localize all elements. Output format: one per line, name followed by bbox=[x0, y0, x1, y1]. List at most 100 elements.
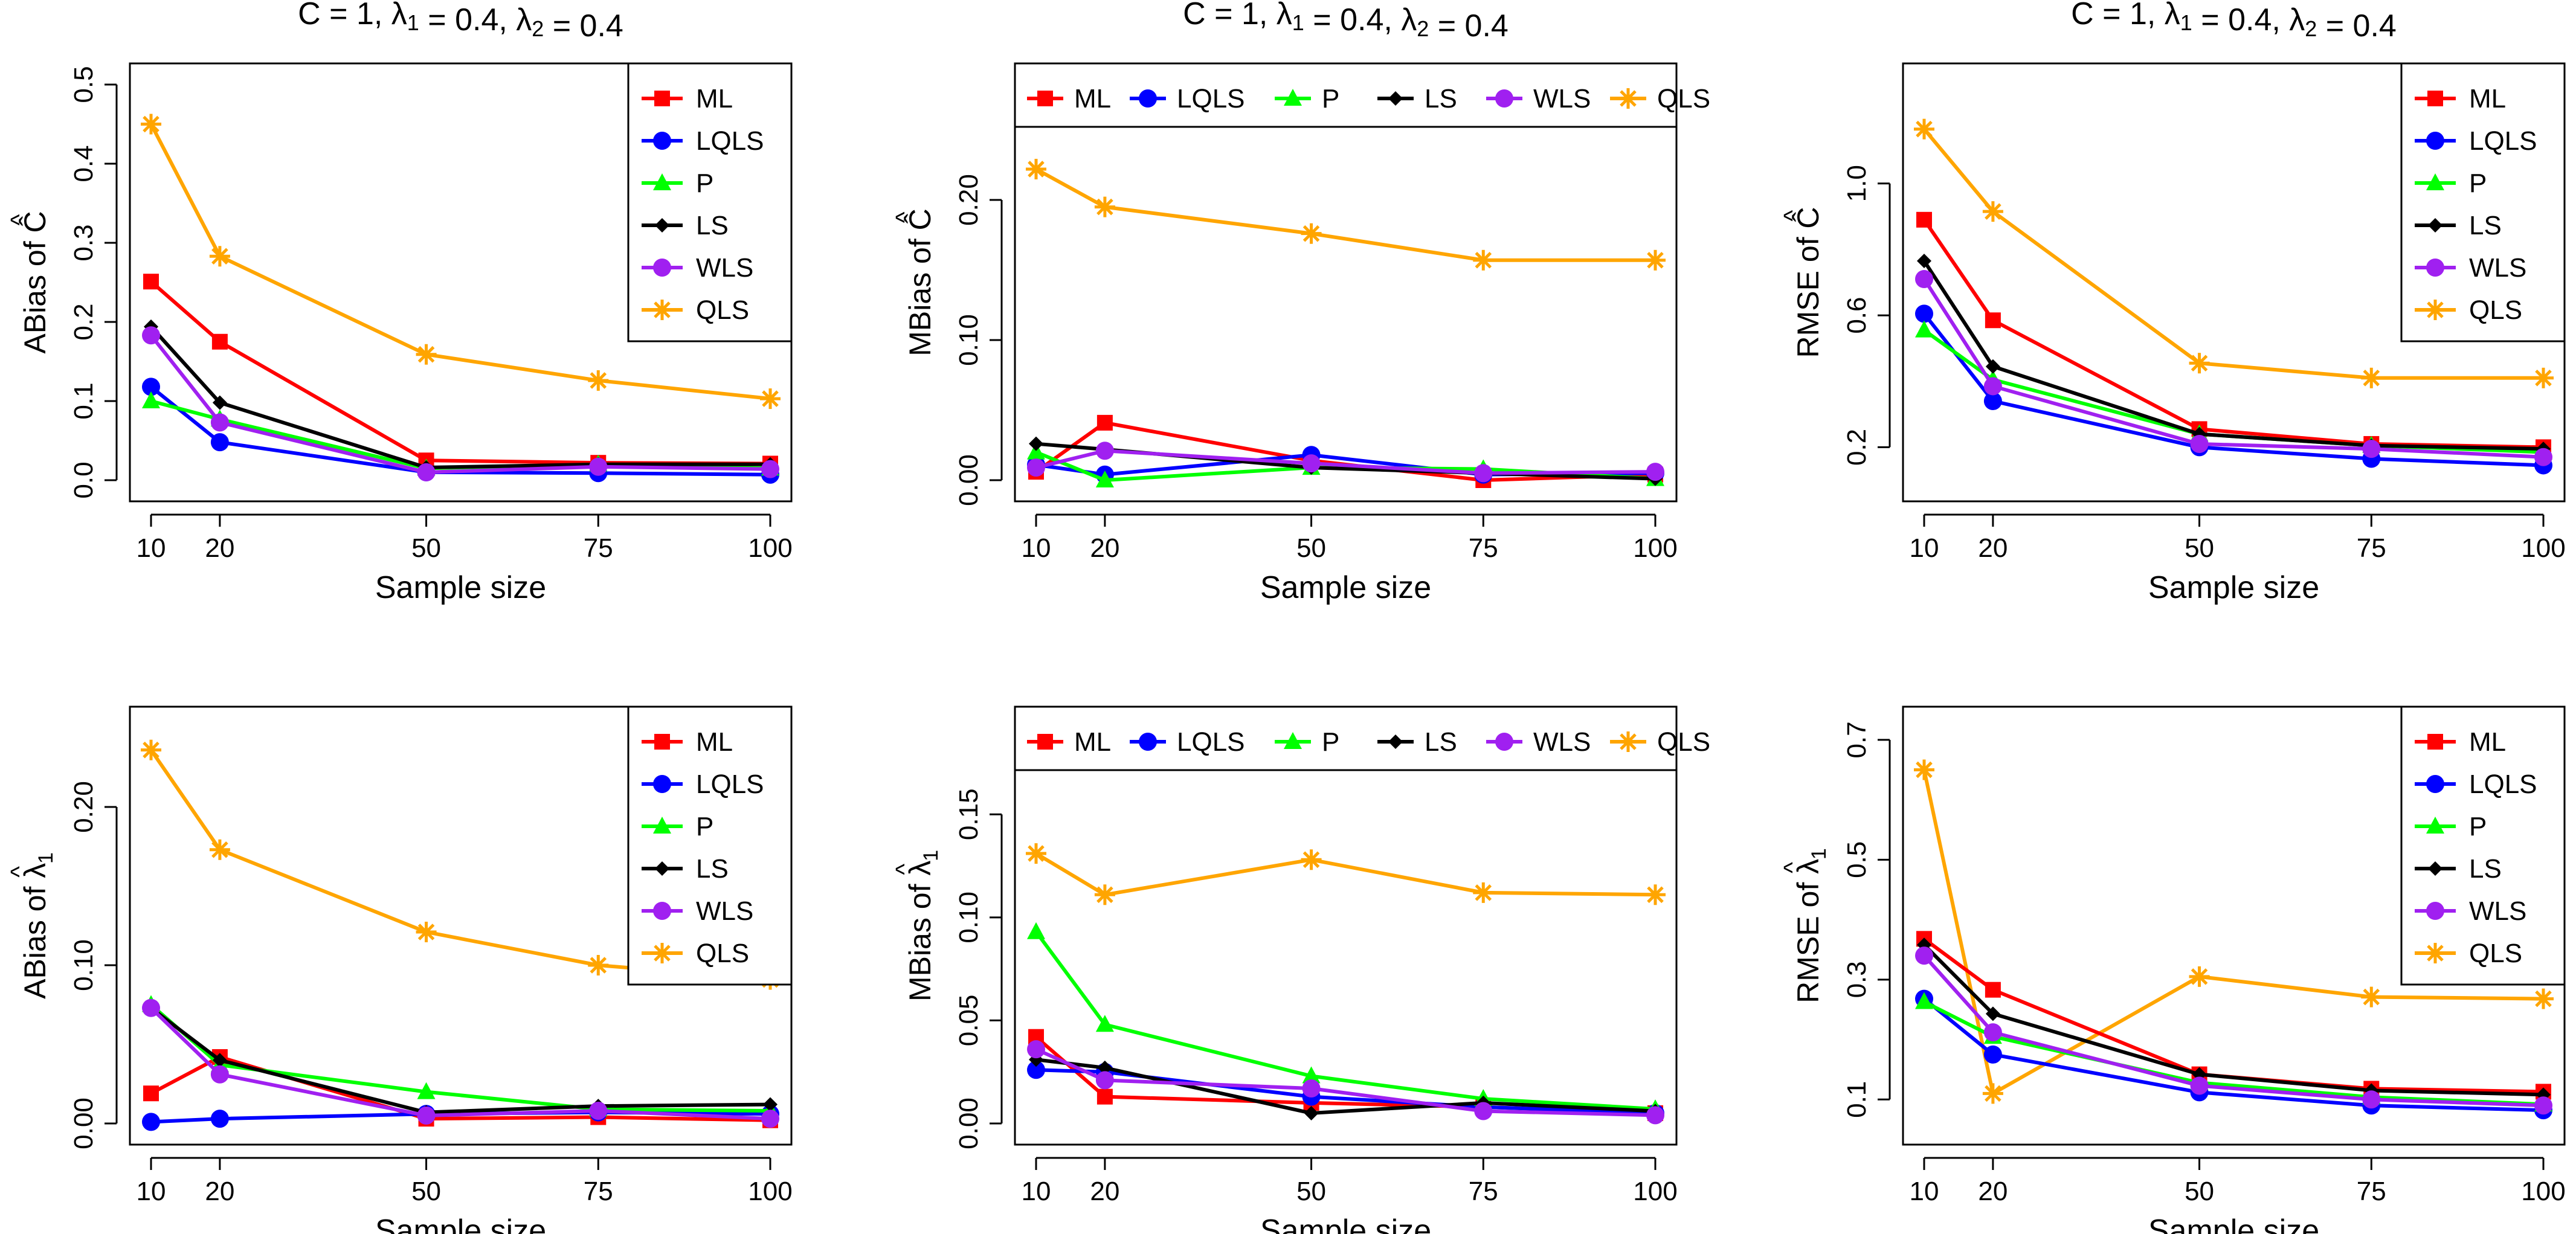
y-tick-label: 0.1 bbox=[69, 382, 98, 419]
legend-marker-wls bbox=[1495, 89, 1513, 108]
y-axis-label: RMSE of Ĉ^ bbox=[1779, 207, 1825, 358]
legend-marker-p bbox=[1284, 89, 1302, 106]
data-point-lqls bbox=[1983, 1045, 2002, 1064]
data-point-wls bbox=[761, 460, 779, 478]
legend-box bbox=[627, 705, 793, 986]
plot-frame bbox=[1014, 62, 1678, 503]
y-axis-label: MBias of λ^1 bbox=[891, 850, 942, 1001]
legend-marker-ls bbox=[2428, 861, 2442, 876]
legend-marker-ls bbox=[655, 861, 669, 876]
y-axis-label: RMSE of λ^1 bbox=[1779, 848, 1831, 1003]
data-point-qls bbox=[141, 739, 161, 760]
data-point-qls bbox=[1645, 884, 1666, 905]
data-point-lqls bbox=[142, 1113, 160, 1131]
legend-label: P bbox=[696, 169, 713, 198]
data-point-ls bbox=[1917, 254, 1931, 269]
legend-marker-wls bbox=[2426, 902, 2444, 920]
legend-marker-ml bbox=[2427, 91, 2443, 106]
legend-label: ML bbox=[2469, 727, 2506, 757]
data-point-wls bbox=[1915, 946, 1933, 965]
y-axis: 0.0 0.1 0.2 0.3 0.4 0.5 bbox=[69, 66, 118, 499]
y-tick-label: 0.3 bbox=[69, 224, 98, 261]
data-point-qls bbox=[588, 955, 609, 975]
x-axis: 10 20 50 75 100 bbox=[137, 513, 793, 563]
y-tick-label: 0.10 bbox=[69, 939, 98, 991]
legend-marker-lqls bbox=[2426, 132, 2444, 150]
data-point-qls bbox=[1473, 882, 1494, 903]
data-point-ml bbox=[1916, 211, 1932, 228]
y-tick-label: 0.7 bbox=[1842, 721, 1872, 758]
series-p bbox=[1027, 922, 1664, 1117]
legend-label: WLS bbox=[2469, 896, 2526, 926]
legend: ML LQLS P LS WLS QLS bbox=[1015, 727, 1710, 771]
data-point-ls bbox=[212, 1053, 227, 1068]
data-point-wls bbox=[589, 457, 608, 476]
data-point-ml bbox=[1096, 414, 1113, 431]
x-tick-label: 100 bbox=[1633, 1177, 1677, 1206]
legend: ML LQLS P LS WLS QLS bbox=[627, 62, 793, 342]
legend-label: LQLS bbox=[2469, 126, 2537, 156]
data-point-p bbox=[142, 391, 160, 408]
x-axis: 10 20 50 75 100 bbox=[1022, 513, 1678, 563]
data-point-lqls bbox=[1915, 304, 1933, 323]
panel-title: C = 1, λ1 = 0.4, λ2 = 0.4 bbox=[298, 0, 623, 43]
legend-label: QLS bbox=[2469, 295, 2522, 325]
data-point-ls bbox=[212, 395, 227, 410]
y-axis: 0.1 0.3 0.5 0.7 bbox=[1842, 721, 1891, 1118]
x-tick-label: 10 bbox=[1022, 1177, 1051, 1206]
legend-marker-wls bbox=[1495, 733, 1513, 751]
data-point-qls bbox=[2189, 353, 2210, 374]
legend-label: LS bbox=[696, 211, 729, 240]
legend-box bbox=[2400, 705, 2566, 986]
x-tick-label: 10 bbox=[1022, 533, 1051, 563]
legend-label: LQLS bbox=[1177, 84, 1245, 114]
data-point-wls bbox=[2190, 434, 2209, 453]
y-tick-label: 0.2 bbox=[69, 303, 98, 340]
data-point-wls bbox=[1095, 1071, 1114, 1090]
legend-label: ML bbox=[696, 727, 733, 757]
data-point-lqls bbox=[210, 433, 229, 452]
data-point-wls bbox=[2362, 440, 2381, 458]
data-point-lqls bbox=[1027, 1061, 1045, 1079]
x-tick-label: 50 bbox=[1296, 533, 1326, 563]
x-tick-label: 75 bbox=[584, 533, 613, 563]
data-point-wls bbox=[142, 326, 160, 345]
series-qls bbox=[1026, 158, 1666, 271]
legend-label: QLS bbox=[1657, 84, 1710, 114]
panel-6: 10 20 50 75 100 Sample size 0.1 0.3 0.5 0.7 RMSE o… bbox=[1779, 705, 2566, 1234]
legend-marker-wls bbox=[653, 259, 671, 277]
y-tick-label: 0.00 bbox=[69, 1097, 98, 1149]
data-point-ls bbox=[763, 1097, 778, 1112]
data-point-wls bbox=[1027, 458, 1045, 477]
panel-2: C = 1, λ1 = 0.4, λ2 = 0.4 10 20 50 75 100 Samp… bbox=[891, 0, 1710, 605]
series-qls bbox=[141, 114, 781, 410]
x-tick-label: 100 bbox=[2521, 1177, 2565, 1206]
data-point-ml bbox=[1985, 312, 2001, 329]
legend-label: WLS bbox=[696, 896, 753, 926]
x-axis-label: Sample size bbox=[2148, 570, 2319, 605]
legend-marker-lqls bbox=[653, 132, 671, 150]
data-point-p bbox=[1915, 992, 1933, 1009]
y-tick-label: 0.20 bbox=[69, 781, 98, 833]
series-qls bbox=[1026, 843, 1666, 905]
legend-marker-lqls bbox=[653, 775, 671, 793]
legend-label: QLS bbox=[1657, 727, 1710, 757]
data-point-wls bbox=[1983, 1023, 2002, 1042]
legend-marker-wls bbox=[653, 902, 671, 920]
legend: ML LQLS P LS WLS QLS bbox=[1015, 84, 1710, 128]
legend-marker-p bbox=[653, 817, 671, 834]
legend-marker-p bbox=[1284, 732, 1302, 749]
legend: ML LQLS P LS WLS QLS bbox=[2400, 705, 2566, 986]
x-tick-label: 75 bbox=[2357, 1177, 2386, 1206]
legend-marker-ls bbox=[2428, 218, 2442, 233]
y-tick-label: 1.0 bbox=[1842, 165, 1872, 202]
x-tick-label: 50 bbox=[1296, 1177, 1326, 1206]
y-tick-label: 0.3 bbox=[1842, 961, 1872, 998]
panel-1: C = 1, λ1 = 0.4, λ2 = 0.4 10 20 50 75 100 Samp… bbox=[6, 0, 793, 605]
y-axis: 0.00 0.10 0.20 bbox=[954, 174, 1003, 506]
x-axis: 10 20 50 75 100 bbox=[137, 1157, 793, 1206]
data-point-wls bbox=[210, 413, 229, 432]
y-tick-label: 0.0 bbox=[69, 461, 98, 498]
x-tick-label: 75 bbox=[2357, 533, 2386, 563]
